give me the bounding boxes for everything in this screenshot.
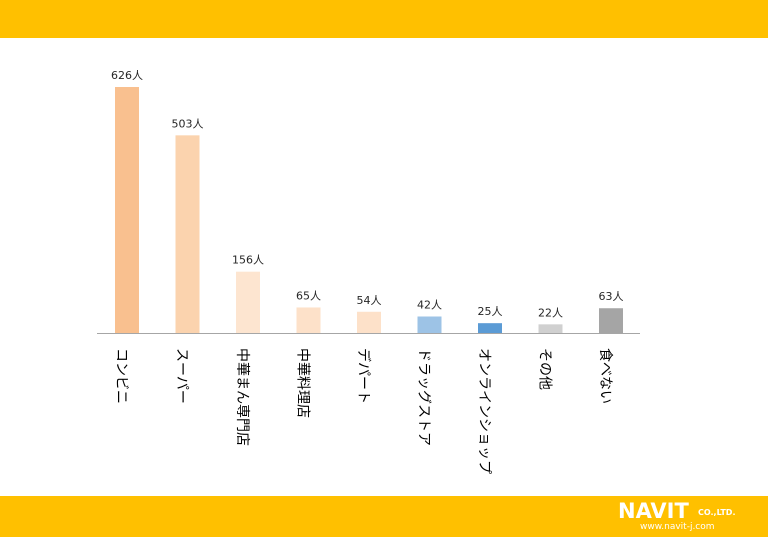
brand-logo: NAVIT CO.,LTD. www.navit-j.com bbox=[618, 500, 758, 534]
value-label-3: 156人 bbox=[232, 254, 264, 267]
bar-4 bbox=[296, 307, 321, 333]
bar-8 bbox=[538, 324, 563, 333]
value-label-8: 22人 bbox=[538, 306, 563, 319]
value-label-4: 65人 bbox=[296, 289, 321, 302]
category-label-8: その他 bbox=[537, 348, 553, 390]
category-labels-group: コンビニ スーパー 中華まん専門店 中華料理店 デパート ドラッグストア オンラインショップ… bbox=[113, 348, 614, 474]
category-label-5: デパート bbox=[355, 348, 372, 404]
category-label-1: コンビニ bbox=[113, 348, 129, 404]
bar-9 bbox=[599, 308, 623, 333]
category-label-4: 中華料理店 bbox=[295, 348, 311, 418]
bars-group bbox=[115, 87, 623, 333]
value-label-9: 63人 bbox=[599, 290, 624, 303]
category-label-9: 食べない bbox=[597, 348, 614, 404]
bottom-banner bbox=[0, 496, 768, 537]
bar-3 bbox=[236, 271, 260, 333]
value-labels-group: 626人 503人 156人 65人 54人 42人 25人 22人 63人 bbox=[111, 69, 624, 319]
bar-7 bbox=[478, 323, 502, 333]
brand-url: www.navit-j.com bbox=[640, 522, 715, 532]
category-label-7: オンラインショップ bbox=[476, 348, 492, 474]
category-label-3: 中華まん専門店 bbox=[234, 348, 250, 446]
bar-1 bbox=[115, 87, 139, 333]
value-label-6: 42人 bbox=[417, 298, 442, 311]
value-label-2: 503人 bbox=[172, 117, 204, 130]
value-label-5: 54人 bbox=[357, 294, 382, 307]
top-banner bbox=[0, 0, 768, 38]
bar-5 bbox=[357, 311, 381, 333]
bar-6 bbox=[417, 316, 442, 333]
value-label-1: 626人 bbox=[111, 69, 143, 82]
brand-company-suffix: CO.,LTD. bbox=[698, 508, 736, 517]
category-label-6: ドラッグストア bbox=[416, 348, 432, 446]
value-label-7: 25人 bbox=[478, 305, 503, 318]
brand-name: NAVIT bbox=[618, 499, 689, 523]
bar-2 bbox=[175, 135, 200, 333]
category-label-2: スーパー bbox=[174, 348, 190, 404]
